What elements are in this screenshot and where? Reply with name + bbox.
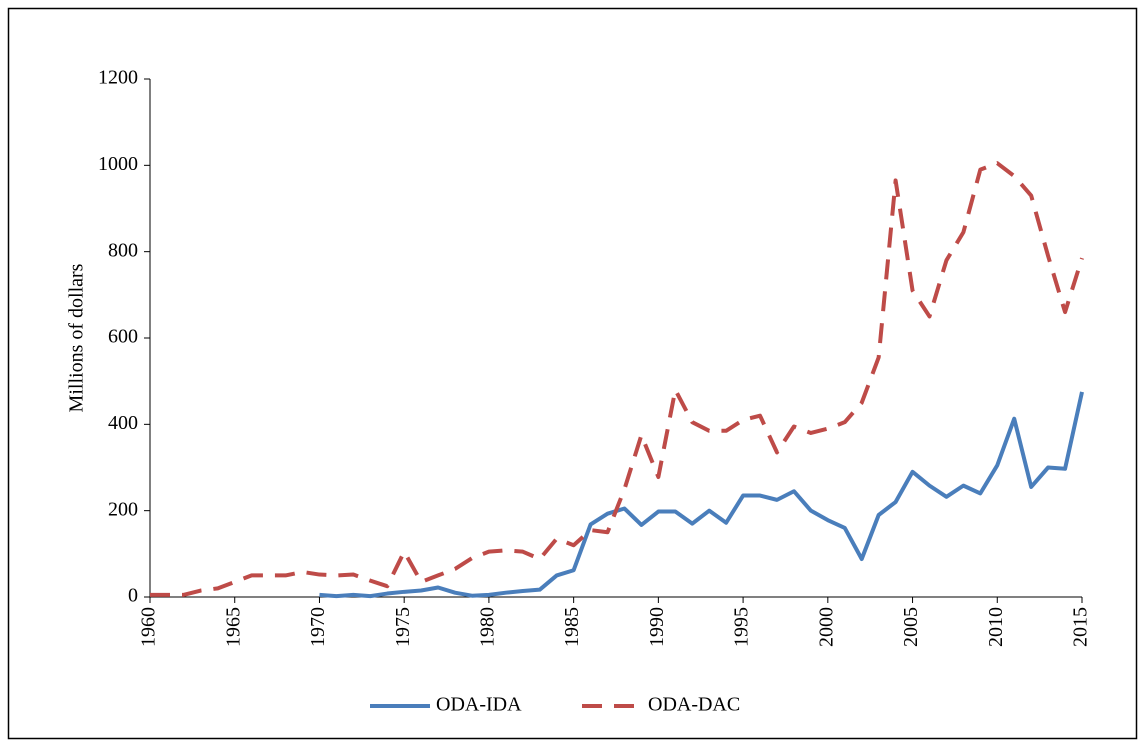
y-tick-label: 200 (108, 498, 138, 520)
x-tick-label: 1990 (646, 607, 668, 647)
x-tick-label: 2015 (1070, 607, 1092, 647)
y-axis-label: Millions of dollars (66, 263, 88, 412)
y-tick-label: 0 (128, 585, 138, 607)
x-tick-label: 1980 (477, 607, 499, 647)
x-tick-label: 1975 (392, 607, 414, 647)
y-tick-label: 800 (108, 239, 138, 261)
y-tick-label: 400 (108, 412, 138, 434)
x-tick-label: 2005 (900, 607, 922, 647)
x-tick-label: 1960 (138, 607, 160, 647)
x-tick-label: 2000 (815, 607, 837, 647)
x-tick-label: 1995 (731, 607, 753, 647)
frame (7, 7, 1138, 740)
series-line (150, 161, 1084, 597)
y-tick-label: 600 (108, 326, 138, 348)
legend-label: ODA-DAC (648, 694, 740, 716)
x-tick-label: 2010 (985, 607, 1007, 647)
y-tick-label: 1000 (98, 153, 138, 175)
y-tick-label: 1200 (98, 67, 138, 89)
series-line (319, 391, 1084, 599)
x-tick-label: 1985 (561, 607, 583, 647)
legend-label: ODA-IDA (436, 694, 522, 716)
x-tick-label: 1970 (307, 607, 329, 647)
x-tick-label: 1965 (222, 607, 244, 647)
